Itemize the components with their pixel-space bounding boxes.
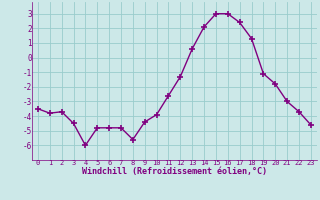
X-axis label: Windchill (Refroidissement éolien,°C): Windchill (Refroidissement éolien,°C)	[82, 167, 267, 176]
